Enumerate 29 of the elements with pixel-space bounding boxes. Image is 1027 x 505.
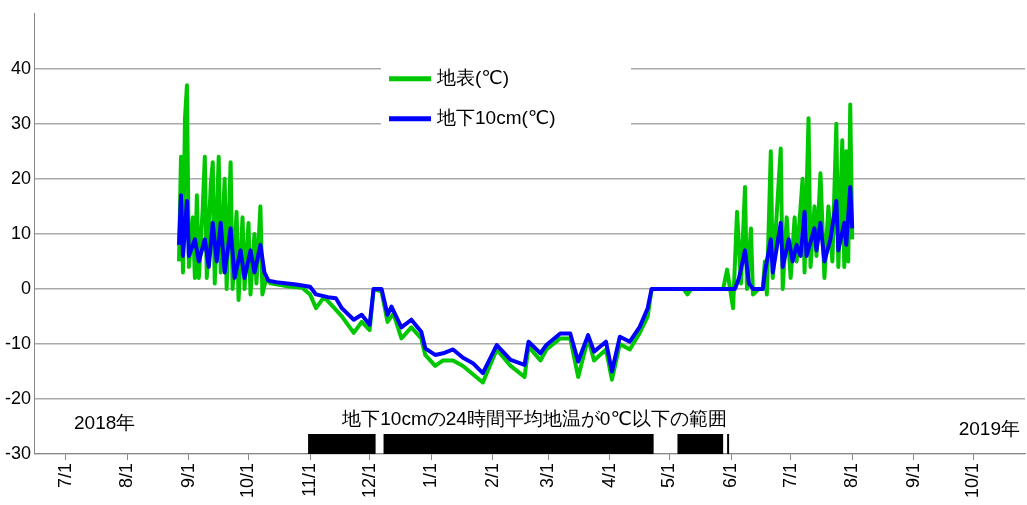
x-tick-label: 8/1 (116, 462, 137, 488)
annotation: 2019年 (958, 418, 1020, 440)
legend-label: 地下10cm(℃) (436, 107, 556, 129)
x-tick-label: 5/1 (658, 462, 679, 488)
x-tick-label: 7/1 (54, 462, 75, 488)
x-tick-label: 3/1 (537, 462, 558, 488)
x-tick-label: 8/1 (841, 462, 862, 488)
x-tick-label: 10/1 (962, 462, 983, 499)
x-tick-label: 2/1 (481, 462, 502, 488)
legend-label: 地表(℃) (436, 67, 510, 89)
y-tick-label: 30 (10, 112, 32, 133)
x-tick-label: 1/1 (420, 462, 441, 488)
x-tick-label: 6/1 (720, 462, 741, 488)
y-tick-label: 40 (10, 57, 32, 78)
y-tick-label: -10 (5, 332, 32, 353)
y-tick-label: 20 (10, 167, 32, 188)
y-tick-label: 10 (10, 222, 32, 243)
annotation: 地下10cmの24時間平均地温が0℃以下の範囲 (341, 408, 727, 430)
x-tick-label: 10/1 (237, 462, 258, 499)
x-tick-label: 9/1 (902, 462, 923, 488)
x-tick-label: 12/1 (358, 462, 379, 499)
x-tick-label: 9/1 (177, 462, 198, 488)
x-tick-label: 7/1 (779, 462, 800, 488)
y-tick-label: -30 (5, 442, 32, 463)
annotation: 2018年 (74, 412, 136, 434)
y-tick-label: 0 (21, 277, 32, 298)
x-tick-label: 4/1 (598, 462, 619, 488)
y-tick-label: -20 (5, 387, 32, 408)
x-tick-label: 11/1 (299, 462, 320, 497)
